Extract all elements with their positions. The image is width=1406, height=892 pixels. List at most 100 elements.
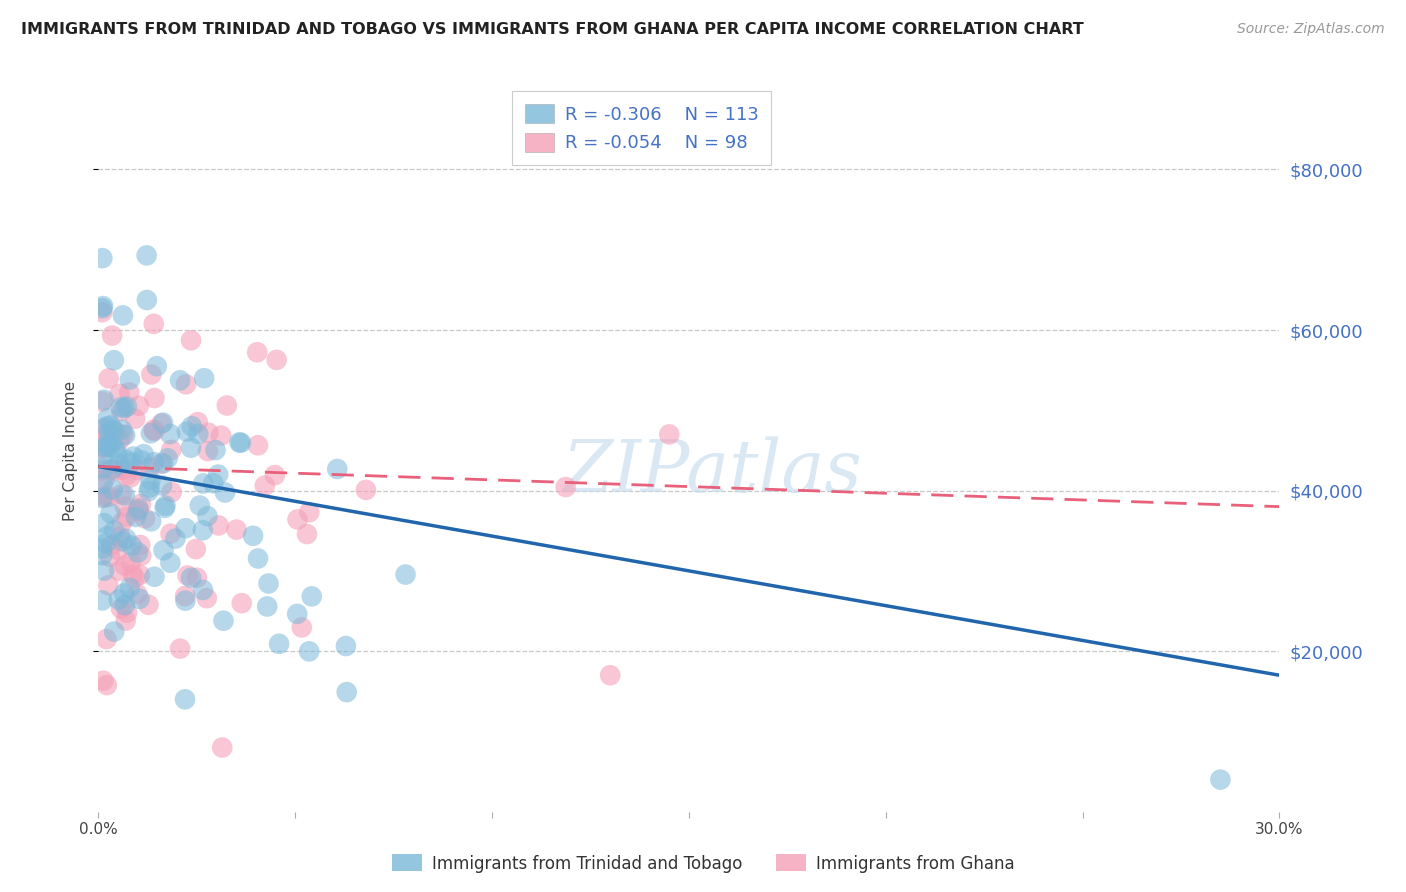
Point [246,438,269,452]
Point [91,477,114,491]
Point [169,373,191,387]
Point [191,523,214,537]
Point [150,417,173,431]
Point [135,248,157,262]
Point [127,501,149,516]
Point [1209,772,1232,787]
Point [142,317,165,331]
Point [202,476,225,491]
Point [143,424,166,438]
Point [197,509,219,524]
Point [197,425,219,440]
Point [165,532,187,546]
Point [118,581,141,595]
Point [197,444,219,458]
Point [91,422,114,436]
Point [114,488,136,502]
Point [186,571,208,585]
Point [107,592,129,607]
Point [139,473,162,487]
Text: Source: ZipAtlas.com: Source: ZipAtlas.com [1237,22,1385,37]
Point [91,305,114,319]
Point [100,418,122,433]
Point [91,491,114,506]
Point [125,510,148,524]
Point [120,555,142,569]
Point [98,549,121,564]
Point [110,601,132,615]
Point [120,470,142,484]
Point [108,564,131,578]
Point [285,607,308,621]
Point [143,570,166,584]
Point [142,423,165,437]
Point [101,328,124,343]
Point [111,487,134,501]
Legend: R = -0.306    N = 113, R = -0.054    N = 98: R = -0.306 N = 113, R = -0.054 N = 98 [512,91,770,165]
Point [139,426,162,441]
Point [180,441,202,455]
Point [209,428,232,442]
Point [301,590,323,604]
Point [118,385,141,400]
Point [91,464,114,478]
Point [139,514,162,528]
Point [193,371,215,385]
Point [160,442,183,457]
Point [115,468,138,483]
Point [98,440,121,454]
Point [91,489,114,503]
Point [111,534,134,549]
Point [105,446,128,460]
Point [141,368,163,382]
Point [187,415,209,429]
Point [114,428,136,442]
Point [111,309,134,323]
Point [124,571,146,585]
Point [658,427,681,442]
Point [98,490,121,504]
Point [180,419,202,434]
Point [155,499,177,513]
Point [93,392,115,407]
Point [150,478,173,492]
Point [253,478,276,492]
Point [138,460,160,475]
Point [132,447,155,461]
Point [103,424,125,438]
Point [91,450,114,465]
Point [108,433,131,447]
Point [115,606,138,620]
Point [124,411,146,425]
Point [287,512,309,526]
Point [174,521,197,535]
Point [94,536,117,550]
Point [554,480,576,494]
Text: IMMIGRANTS FROM TRINIDAD AND TOBAGO VS IMMIGRANTS FROM GHANA PER CAPITA INCOME C: IMMIGRANTS FROM TRINIDAD AND TOBAGO VS I… [21,22,1084,37]
Y-axis label: Per Capita Income: Per Capita Income [63,380,77,521]
Point [108,530,131,544]
Point [246,345,269,359]
Legend: Immigrants from Trinidad and Tobago, Immigrants from Ghana: Immigrants from Trinidad and Tobago, Imm… [385,847,1021,880]
Point [96,419,118,434]
Point [143,391,166,405]
Point [231,596,253,610]
Point [112,427,135,442]
Point [169,641,191,656]
Point [138,484,160,499]
Point [257,576,280,591]
Point [91,394,114,409]
Point [159,556,181,570]
Point [207,467,229,482]
Point [97,371,120,385]
Point [266,352,288,367]
Point [91,442,114,457]
Point [160,485,183,500]
Point [263,468,285,483]
Point [100,506,122,520]
Point [242,529,264,543]
Point [101,483,124,497]
Point [128,502,150,516]
Point [112,586,135,600]
Point [228,435,250,450]
